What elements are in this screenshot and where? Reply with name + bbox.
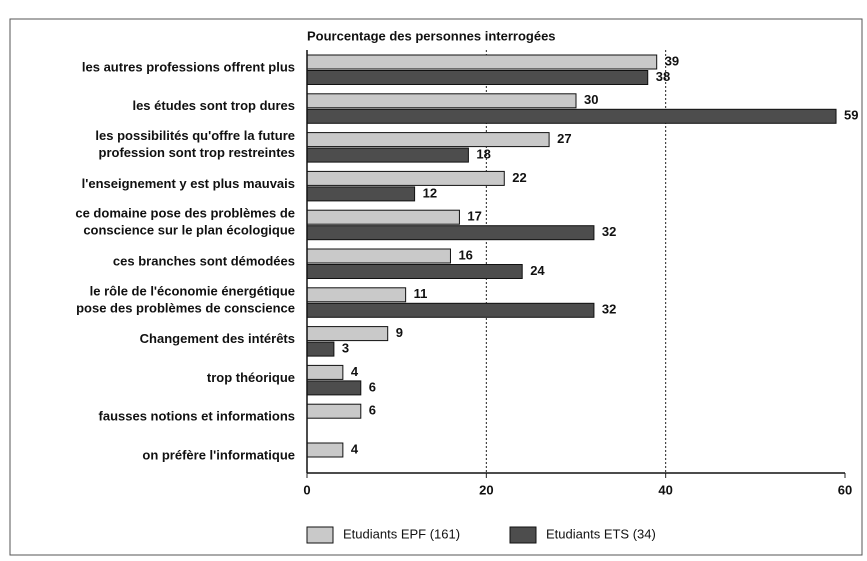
bar — [306, 302, 595, 318]
bar — [306, 70, 649, 85]
value-label: 6 — [369, 403, 376, 418]
y-tick-label: les études sont trop dures — [132, 98, 295, 113]
value-label: 27 — [557, 131, 571, 146]
bar — [306, 93, 577, 109]
bar — [306, 225, 595, 241]
y-tick-label: les autres professions offrent plus — [82, 59, 295, 74]
legend-label: Etudiants ETS (34) — [546, 526, 656, 541]
value-label: 12 — [423, 185, 437, 200]
y-tick-label: l'enseignement y est plus mauvais — [82, 176, 295, 191]
value-label: 39 — [665, 53, 679, 68]
chart-title: Pourcentage des personnes interrogées — [307, 28, 556, 43]
y-tick-label: Changement des intérêts — [140, 331, 295, 346]
bar — [306, 147, 469, 163]
value-label: 4 — [351, 364, 359, 379]
bar — [306, 186, 416, 202]
y-tick-label: trop théorique — [207, 370, 295, 385]
y-tick-label: le rôle de l'économie énergétique pose de… — [76, 284, 295, 316]
x-tick-label: 0 — [303, 482, 310, 497]
y-tick-label: les possibilités qu'offre la future profe… — [95, 129, 295, 161]
value-label: 22 — [512, 170, 526, 185]
bar — [306, 54, 658, 70]
y-tick-label: ce domaine pose des problèmes de conscien… — [75, 206, 295, 238]
legend-swatch — [509, 526, 537, 544]
value-label: 24 — [530, 263, 545, 278]
bar — [306, 364, 344, 380]
bar — [306, 209, 460, 225]
bar — [306, 442, 344, 458]
legend-swatch — [306, 526, 334, 544]
value-label: 30 — [584, 92, 598, 107]
bar — [306, 132, 550, 148]
value-label: 32 — [602, 302, 616, 317]
bar — [306, 403, 362, 419]
value-label: 16 — [458, 247, 472, 262]
bar — [306, 170, 505, 186]
x-tick-label: 60 — [838, 482, 852, 497]
value-label: 9 — [396, 325, 403, 340]
bar — [306, 108, 837, 124]
value-label: 4 — [351, 441, 359, 456]
frame — [9, 18, 863, 556]
x-tick-label: 40 — [658, 482, 672, 497]
value-label: 6 — [369, 379, 376, 394]
value-label: 17 — [467, 209, 481, 224]
value-label: 11 — [414, 286, 428, 301]
x-tick-label: 20 — [479, 482, 493, 497]
legend-label: Etudiants EPF (161) — [343, 526, 460, 541]
value-label: 38 — [656, 69, 670, 84]
bar — [306, 248, 451, 264]
bar — [306, 341, 335, 357]
y-tick-label: ces branches sont démodées — [113, 253, 295, 268]
value-label: 3 — [342, 341, 349, 356]
bar — [306, 264, 523, 279]
value-label: 18 — [476, 147, 490, 162]
value-label: 59 — [844, 108, 858, 123]
y-tick-label: on préfère l'informatique — [142, 447, 295, 462]
bar — [306, 380, 362, 396]
y-tick-label: fausses notions et informations — [99, 409, 295, 424]
bar — [306, 287, 407, 303]
value-label: 32 — [602, 224, 616, 239]
bar — [306, 326, 389, 342]
